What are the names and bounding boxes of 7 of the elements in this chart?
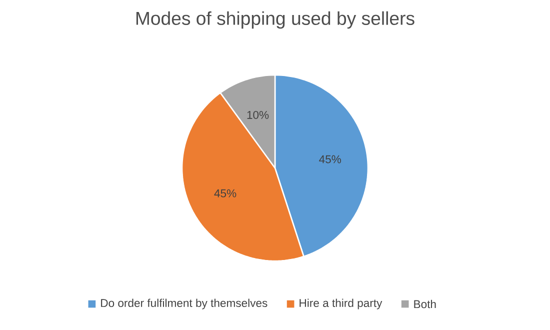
legend-label: Hire a third party [300, 298, 382, 310]
legend-label: Both [414, 300, 436, 308]
legend-label: Do order fulfilment by themselves [101, 298, 268, 310]
data-label: 10% [247, 110, 269, 119]
chart-title: Modes of shipping used by sellers [136, 11, 414, 29]
data-label: 45% [214, 189, 236, 198]
data-label: 45% [319, 155, 342, 164]
